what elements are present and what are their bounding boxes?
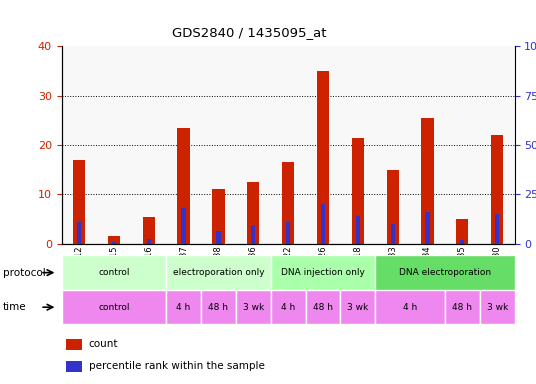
Bar <box>445 290 480 324</box>
Bar <box>421 118 434 244</box>
Bar <box>66 339 82 350</box>
Bar <box>340 290 375 324</box>
Bar <box>108 237 120 244</box>
Bar <box>456 219 468 244</box>
Text: electroporation only: electroporation only <box>173 268 264 277</box>
Bar <box>166 290 201 324</box>
Text: 48 h: 48 h <box>313 303 333 312</box>
Bar <box>201 290 236 324</box>
Bar <box>247 182 259 244</box>
Bar <box>282 162 294 244</box>
Bar <box>495 214 499 244</box>
Text: 3 wk: 3 wk <box>347 303 368 312</box>
Bar <box>375 290 445 324</box>
Text: 48 h: 48 h <box>209 303 228 312</box>
Text: 4 h: 4 h <box>403 303 417 312</box>
Bar <box>112 242 116 244</box>
Bar <box>62 255 166 290</box>
Bar <box>66 361 82 372</box>
Bar <box>460 240 464 244</box>
Bar <box>236 290 271 324</box>
Text: DNA electroporation: DNA electroporation <box>399 268 491 277</box>
Bar <box>480 290 515 324</box>
Bar <box>251 225 255 244</box>
Text: 4 h: 4 h <box>176 303 191 312</box>
Text: control: control <box>98 268 130 277</box>
Bar <box>306 290 340 324</box>
Text: 3 wk: 3 wk <box>487 303 508 312</box>
Bar <box>166 255 271 290</box>
Bar <box>147 239 151 244</box>
Bar <box>286 222 290 244</box>
Bar <box>271 290 306 324</box>
Bar <box>352 137 364 244</box>
Bar <box>317 71 329 244</box>
Text: GDS2840 / 1435095_at: GDS2840 / 1435095_at <box>172 26 326 40</box>
Text: count: count <box>89 339 118 349</box>
Bar <box>491 135 503 244</box>
Bar <box>271 255 375 290</box>
Bar <box>426 212 429 244</box>
Text: control: control <box>98 303 130 312</box>
Bar <box>321 204 325 244</box>
Text: percentile rank within the sample: percentile rank within the sample <box>89 361 265 371</box>
Bar <box>77 222 81 244</box>
Text: protocol: protocol <box>3 268 46 278</box>
Bar <box>177 127 190 244</box>
Bar <box>356 216 360 244</box>
Text: time: time <box>3 302 26 312</box>
Bar <box>217 231 220 244</box>
Bar <box>212 189 225 244</box>
Text: 48 h: 48 h <box>452 303 472 312</box>
Bar <box>386 170 399 244</box>
Bar <box>143 217 155 244</box>
Bar <box>182 208 185 244</box>
Bar <box>73 160 85 244</box>
Bar <box>391 224 394 244</box>
Text: 3 wk: 3 wk <box>243 303 264 312</box>
Bar <box>62 290 166 324</box>
Text: 4 h: 4 h <box>281 303 295 312</box>
Text: DNA injection only: DNA injection only <box>281 268 365 277</box>
Bar <box>375 255 515 290</box>
